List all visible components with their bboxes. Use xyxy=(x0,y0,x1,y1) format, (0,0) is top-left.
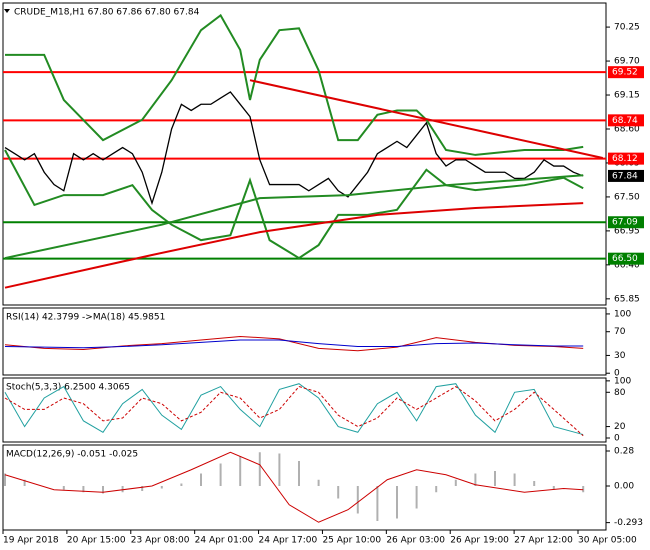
y-tick-label: 100 xyxy=(614,376,631,386)
series-line xyxy=(4,202,584,289)
last-price-label: 67.84 xyxy=(612,171,638,181)
y-tick-label: 67.50 xyxy=(614,192,640,202)
y-tick-label: 65.85 xyxy=(614,294,640,304)
x-tick-label: 25 Apr 10:00 xyxy=(322,536,381,546)
series-line xyxy=(4,339,584,349)
y-tick-label: 30 xyxy=(614,351,626,361)
series-line xyxy=(249,79,604,159)
level-label: 66.50 xyxy=(612,254,638,264)
series-line xyxy=(4,385,584,437)
panel-title: CRUDE_M18,H1 67.80 67.86 67.80 67.84 xyxy=(14,8,200,18)
level-label: 69.52 xyxy=(612,68,638,78)
y-tick-label: 69.15 xyxy=(614,91,640,101)
series-line xyxy=(5,13,584,156)
level-label-box xyxy=(608,252,644,265)
x-tick-label: 30 Apr 05:00 xyxy=(578,536,637,546)
last-price-box xyxy=(608,169,644,182)
panel-title: RSI(14) 42.3799 ->MA(18) 45.9851 xyxy=(6,313,165,323)
x-tick-label: 23 Apr 08:00 xyxy=(131,536,190,546)
menu-icon xyxy=(4,9,10,13)
level-label: 68.74 xyxy=(612,116,638,126)
level-label-box xyxy=(608,152,644,165)
y-tick-label: 0.00 xyxy=(614,482,634,492)
x-tick-label: 24 Apr 01:00 xyxy=(195,536,254,546)
panel-frame xyxy=(2,2,607,306)
x-tick-label: 26 Apr 19:00 xyxy=(450,536,509,546)
y-tick-label: -0.293 xyxy=(614,518,643,528)
y-tick-label: 66.40 xyxy=(614,260,640,270)
panel-title: Stoch(5,3,3) 6.2500 4.3065 xyxy=(6,383,130,393)
panel-frame xyxy=(2,444,607,531)
panel-title: MACD(12,26,9) -0.051 -0.025 xyxy=(6,450,138,460)
series-line xyxy=(4,383,584,436)
y-tick-label: 0 xyxy=(614,369,620,379)
x-tick-label: 26 Apr 03:00 xyxy=(386,536,445,546)
y-tick-label: 80 xyxy=(614,388,626,398)
x-tick-label: 24 Apr 17:00 xyxy=(259,536,318,546)
y-tick-label: 66.95 xyxy=(614,226,640,236)
level-label: 68.12 xyxy=(612,154,638,164)
x-tick-label: 20 Apr 15:00 xyxy=(67,536,126,546)
y-tick-label: 100 xyxy=(614,309,631,319)
level-label: 67.09 xyxy=(612,218,638,228)
series-line xyxy=(4,174,584,260)
level-label-box xyxy=(608,216,644,229)
y-tick-label: 0 xyxy=(614,434,620,444)
y-tick-label: 70 xyxy=(614,327,626,337)
level-label-box xyxy=(608,66,644,79)
panel-frame xyxy=(2,307,607,376)
series-line xyxy=(4,91,584,206)
x-tick-label: 19 Apr 2018 xyxy=(3,536,59,546)
y-tick-label: 69.70 xyxy=(614,57,640,67)
y-tick-label: 70.25 xyxy=(614,23,640,33)
series-line xyxy=(4,149,584,260)
series-line xyxy=(4,451,584,523)
y-tick-label: 68.60 xyxy=(614,124,640,134)
panel-frame xyxy=(2,377,607,443)
level-label-box xyxy=(608,114,644,127)
x-tick-label: 27 Apr 12:00 xyxy=(514,536,573,546)
y-tick-label: 20 xyxy=(614,422,626,432)
y-tick-label: 0.28 xyxy=(614,447,634,457)
